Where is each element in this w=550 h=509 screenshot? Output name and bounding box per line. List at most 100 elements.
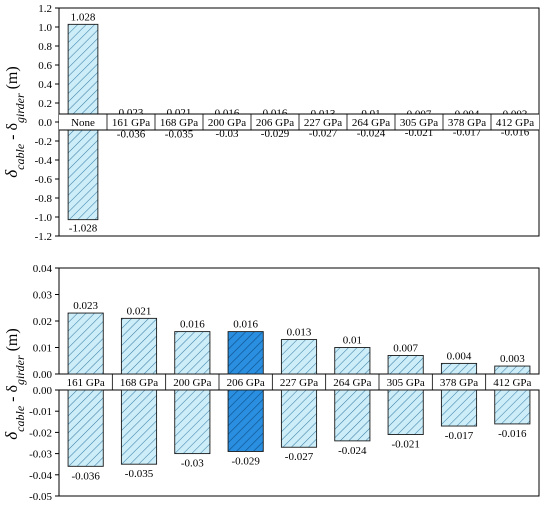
bar-positive	[67, 312, 104, 375]
y-tick-label: -0.04	[29, 470, 52, 482]
y-axis-label-sub2: girder	[13, 93, 27, 123]
x-tick-label: 378 GPa	[448, 117, 486, 129]
y-tick-label: 0.04	[33, 263, 53, 275]
x-tick-label: 206 GPa	[256, 117, 294, 129]
y-tick-label: -0.05	[29, 491, 52, 503]
y-tick-label: 0.00	[33, 369, 53, 381]
y-axis-label: δcable - δgirder (m)	[2, 328, 27, 439]
y-tick-label: 0.0	[38, 117, 52, 129]
y-axis-label-sub1: cable	[13, 405, 27, 432]
y-axis-label-mid: - δ	[4, 385, 21, 406]
y-axis-label-sub2: girder	[13, 355, 27, 385]
x-tick-label: 412 GPa	[493, 377, 531, 389]
data-label: 0.013	[287, 327, 312, 339]
bar-positive	[440, 362, 478, 375]
x-tick-label: 305 GPa	[387, 377, 425, 389]
y-axis-label-unit: (m)	[4, 66, 21, 93]
data-label: 0.023	[73, 300, 98, 312]
bar-negative	[280, 389, 318, 448]
y-tick-label: 0.02	[33, 316, 52, 328]
data-label: -0.03	[216, 128, 239, 140]
y-tick-label: 0.01	[33, 343, 52, 355]
y-axis-label-sub1: cable	[13, 143, 27, 170]
chart-top: -1.2 -1.0 -0.8 -0.6 -0.4 -0.2 0.0 0.2 0.4 0.6 0.8 1…	[2, 3, 540, 243]
x-tick-label: 168 GPa	[160, 117, 198, 129]
data-label: -0.021	[391, 439, 419, 451]
y-tick-label: -0.02	[29, 427, 52, 439]
y-tick-label: 0.00	[33, 385, 53, 397]
data-label: -0.036	[71, 470, 100, 482]
bar-positive	[174, 331, 211, 375]
y-tick-label: 0.4	[38, 79, 52, 91]
data-label: -0.027	[309, 128, 338, 140]
x-tick-label: 200 GPa	[173, 377, 211, 389]
bar-positive	[67, 23, 99, 123]
bar-positive	[334, 347, 371, 375]
y-axis-label: δcable - δgirder (m)	[2, 66, 27, 177]
bar-negative	[334, 389, 371, 442]
bar-positive	[494, 365, 531, 375]
data-label: -0.024	[338, 445, 367, 457]
y-tick-label: -0.03	[29, 449, 52, 461]
data-label: -0.035	[125, 468, 154, 480]
x-tick-label: 305 GPa	[400, 117, 438, 129]
bar-negative	[174, 389, 211, 455]
y-tick-label: -1.2	[35, 231, 52, 243]
x-tick-label: 378 GPa	[440, 377, 478, 389]
x-tick-label: 168 GPa	[120, 377, 158, 389]
data-label: -0.036	[117, 128, 146, 140]
data-label: 0.007	[393, 342, 418, 354]
x-tick-label: 264 GPa	[333, 377, 371, 389]
y-tick-label: -0.01	[29, 406, 52, 418]
y-tick-label: 0.2	[38, 98, 52, 110]
bar-negative	[227, 389, 264, 452]
bar-positive	[280, 339, 318, 375]
y-tick-label: -1.0	[35, 212, 53, 224]
y-tick-label: 1.0	[38, 22, 52, 34]
data-label: 0.016	[180, 319, 205, 331]
bar-positive	[387, 355, 424, 375]
y-tick-label: 1.2	[38, 3, 52, 15]
y-tick-label: -0.4	[35, 155, 53, 167]
bar-negative	[494, 389, 531, 425]
y-axis-label-main: δ	[2, 169, 21, 178]
bar-negative	[120, 389, 158, 465]
y-axis-label-mid: - δ	[4, 123, 21, 144]
data-label: 1.028	[71, 11, 96, 23]
bar-positive	[227, 331, 264, 375]
x-tick-label: 200 GPa	[208, 117, 246, 129]
data-label: -0.027	[285, 451, 314, 463]
bar-negative	[67, 121, 99, 221]
y-axis-label-unit: (m)	[4, 328, 21, 355]
bar-positive	[120, 317, 158, 375]
x-tick-label: 227 GPa	[304, 117, 342, 129]
y-tick-label: -0.8	[35, 193, 53, 205]
data-label: -0.03	[181, 458, 204, 470]
data-label: -0.035	[165, 128, 194, 140]
y-tick-label: 0.6	[38, 60, 52, 72]
y-axis-label-main: δ	[2, 431, 21, 440]
y-tick-label: -0.6	[35, 174, 53, 186]
bar-negative	[387, 389, 424, 435]
bar-negative	[440, 389, 478, 427]
data-label: -0.029	[261, 128, 290, 140]
x-tick-label: 161 GPa	[112, 117, 150, 129]
data-label: 0.004	[447, 350, 472, 362]
data-label: 0.003	[500, 353, 525, 365]
y-tick-label: 0.8	[38, 41, 52, 53]
data-label: -1.028	[69, 223, 98, 235]
y-tick-label: -0.2	[35, 136, 52, 148]
x-tick-label: 227 GPa	[280, 377, 318, 389]
x-tick-label: 264 GPa	[352, 117, 390, 129]
y-tick-label: 0.03	[33, 290, 53, 302]
x-tick-label: 412 GPa	[496, 117, 534, 129]
data-label: -0.016	[498, 428, 527, 440]
x-tick-label: None	[71, 117, 95, 129]
x-tick-label: 206 GPa	[227, 377, 265, 389]
chart-bottom: 0.00 0.01 0.02 0.03 0.04 0.023 0.021 0.016 0.016…	[2, 263, 540, 503]
data-label: 0.01	[343, 335, 362, 347]
data-label: -0.029	[231, 455, 260, 467]
data-label: 0.016	[233, 319, 258, 331]
data-label: -0.017	[445, 430, 474, 442]
